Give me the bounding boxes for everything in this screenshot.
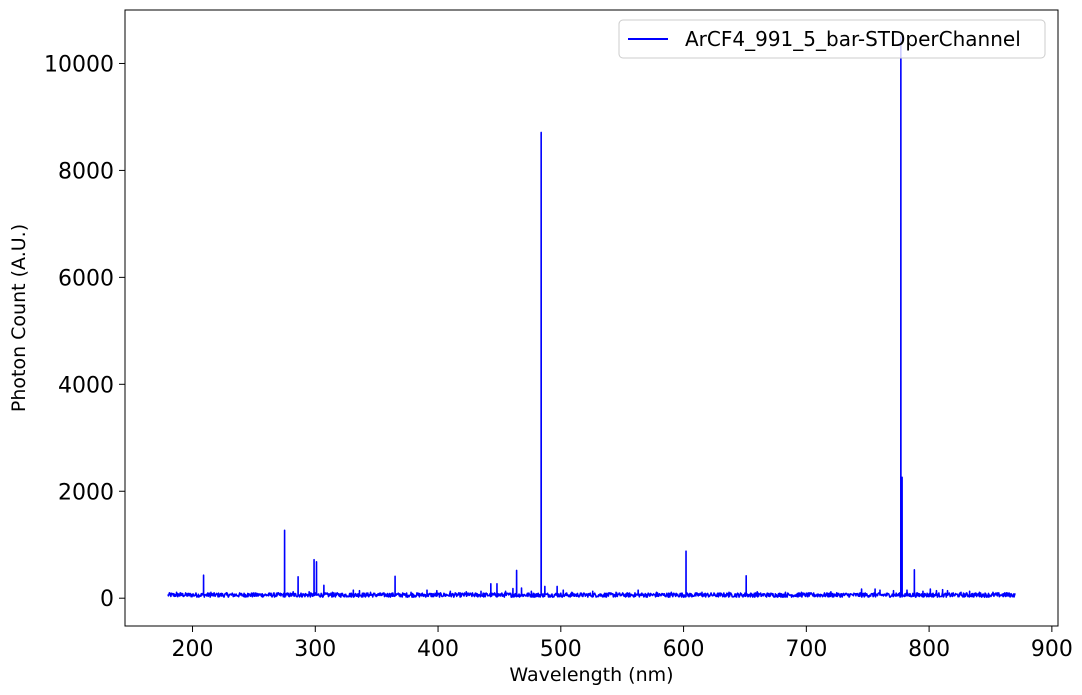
y-tick-label: 6000 <box>58 266 114 291</box>
y-tick-label: 10000 <box>44 52 114 77</box>
x-tick-label: 900 <box>1031 637 1073 662</box>
legend-box <box>618 19 1046 59</box>
x-tick-label: 600 <box>663 637 705 662</box>
y-tick-label: 4000 <box>58 373 114 398</box>
y-tick-label: 0 <box>100 587 114 612</box>
x-tick-label: 800 <box>908 637 950 662</box>
y-axis: 0 2000 4000 6000 8000 10000 <box>44 52 125 612</box>
series-line <box>167 35 1016 598</box>
x-axis-label: Wavelength (nm) <box>509 664 673 686</box>
y-axis-label: Photon Count (A.U.) <box>8 224 30 412</box>
x-tick-label: 200 <box>172 637 214 662</box>
x-axis: 200 300 400 500 600 700 800 900 <box>172 626 1073 662</box>
x-tick-label: 700 <box>785 637 827 662</box>
y-tick-label: 2000 <box>58 480 114 505</box>
legend: ArCF4_991_5_bar-STDperChannel <box>618 19 1046 59</box>
x-tick-label: 300 <box>294 637 336 662</box>
series-layer <box>167 35 1016 598</box>
legend-label: ArCF4_991_5_bar-STDperChannel <box>685 27 1021 51</box>
x-tick-label: 500 <box>540 637 582 662</box>
plot-frame <box>124 9 1059 627</box>
x-tick-label: 400 <box>417 637 459 662</box>
y-tick-label: 8000 <box>58 159 114 184</box>
